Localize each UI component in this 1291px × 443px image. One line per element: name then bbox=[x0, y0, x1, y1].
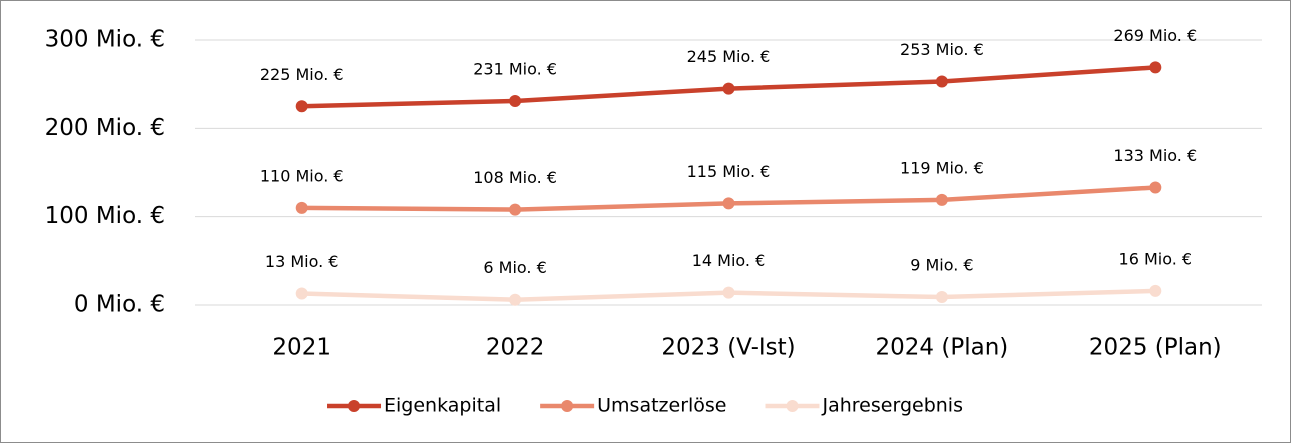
data-label: 231 Mio. € bbox=[473, 59, 557, 78]
x-tick-label: 2025 (Plan) bbox=[1089, 335, 1222, 361]
legend-item: Eigenkapital bbox=[327, 395, 501, 417]
y-tick-label: 0 Mio. € bbox=[74, 292, 165, 318]
y-tick-label: 300 Mio. € bbox=[45, 27, 165, 53]
data-point bbox=[722, 197, 735, 210]
legend-label: Jahresergebnis bbox=[822, 395, 963, 417]
data-point bbox=[1149, 61, 1162, 74]
data-label: 13 Mio. € bbox=[265, 252, 339, 271]
data-label: 16 Mio. € bbox=[1119, 249, 1193, 268]
data-point bbox=[722, 82, 735, 95]
data-point bbox=[935, 291, 948, 304]
data-point bbox=[295, 287, 308, 300]
legend-item: Jahresergebnis bbox=[765, 395, 963, 417]
data-label: 14 Mio. € bbox=[692, 251, 766, 270]
data-label: 119 Mio. € bbox=[900, 158, 984, 177]
legend-marker bbox=[561, 400, 574, 412]
x-tick-label: 2023 (V-Ist) bbox=[661, 335, 795, 361]
data-label: 133 Mio. € bbox=[1113, 146, 1197, 165]
legend-marker bbox=[786, 400, 799, 412]
data-label: 110 Mio. € bbox=[260, 166, 344, 185]
legend-label: Eigenkapital bbox=[384, 395, 501, 417]
data-point bbox=[935, 193, 948, 206]
data-point bbox=[295, 100, 308, 113]
legend-marker bbox=[348, 400, 361, 412]
data-point bbox=[509, 94, 522, 107]
data-point bbox=[1149, 284, 1162, 297]
data-label: 245 Mio. € bbox=[687, 47, 771, 66]
x-tick-label: 2022 bbox=[486, 335, 545, 361]
data-label: 108 Mio. € bbox=[473, 168, 557, 187]
data-label: 115 Mio. € bbox=[687, 162, 771, 181]
data-point bbox=[509, 203, 522, 216]
data-label: 9 Mio. € bbox=[910, 256, 973, 275]
legend-item: Umsatzerlöse bbox=[540, 395, 727, 417]
y-tick-label: 200 Mio. € bbox=[45, 115, 165, 141]
data-point bbox=[722, 286, 735, 299]
data-label: 6 Mio. € bbox=[483, 258, 546, 277]
data-point bbox=[509, 293, 522, 306]
x-tick-label: 2024 (Plan) bbox=[876, 335, 1009, 361]
data-label: 269 Mio. € bbox=[1113, 26, 1197, 45]
data-point bbox=[935, 75, 948, 88]
legend-label: Umsatzerlöse bbox=[597, 395, 726, 417]
y-tick-label: 100 Mio. € bbox=[45, 203, 165, 229]
x-tick-label: 2021 bbox=[272, 335, 331, 361]
data-label: 225 Mio. € bbox=[260, 65, 344, 84]
data-point bbox=[1149, 181, 1162, 194]
data-label: 253 Mio. € bbox=[900, 40, 984, 59]
data-point bbox=[295, 201, 308, 214]
